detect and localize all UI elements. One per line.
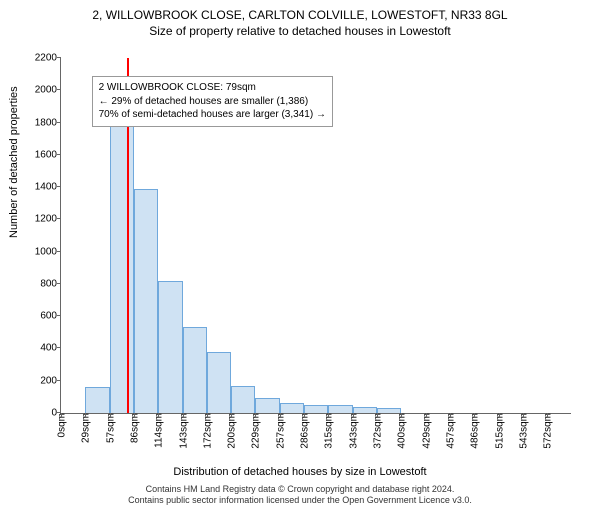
x-tick-mark xyxy=(304,413,305,417)
y-tick-mark xyxy=(57,122,61,123)
x-tick-label: 343sqm xyxy=(346,413,359,449)
y-tick-mark xyxy=(57,89,61,90)
y-tick-mark xyxy=(57,283,61,284)
y-tick-label: 800 xyxy=(40,278,61,289)
histogram-bar xyxy=(328,405,352,413)
x-tick-label: 286sqm xyxy=(298,413,311,449)
x-axis-label: Distribution of detached houses by size … xyxy=(0,466,600,478)
histogram-bar xyxy=(280,403,304,413)
y-axis-label: Number of detached properties xyxy=(8,86,20,238)
x-tick-label: 57sqm xyxy=(103,413,116,443)
x-tick-mark xyxy=(401,413,402,417)
x-tick-mark xyxy=(158,413,159,417)
y-tick-mark xyxy=(57,218,61,219)
info-box: 2 WILLOWBROOK CLOSE: 79sqm← 29% of detac… xyxy=(92,76,333,127)
x-tick-mark xyxy=(61,413,62,417)
x-tick-label: 257sqm xyxy=(273,413,286,449)
y-tick-label: 400 xyxy=(40,343,61,354)
x-tick-label: 114sqm xyxy=(152,413,165,448)
x-tick-mark xyxy=(328,413,329,417)
histogram-bar xyxy=(110,126,134,413)
y-tick-label: 1200 xyxy=(35,214,61,225)
x-tick-label: 229sqm xyxy=(249,413,262,449)
footer-line-1: Contains HM Land Registry data © Crown c… xyxy=(0,484,600,495)
histogram-bar xyxy=(231,386,255,413)
x-tick-label: 486sqm xyxy=(468,413,481,449)
x-tick-mark xyxy=(183,413,184,417)
x-tick-label: 143sqm xyxy=(176,413,189,449)
x-tick-mark xyxy=(207,413,208,417)
y-tick-mark xyxy=(57,347,61,348)
y-tick-mark xyxy=(57,154,61,155)
y-tick-mark xyxy=(57,315,61,316)
x-tick-mark xyxy=(523,413,524,417)
x-tick-label: 515sqm xyxy=(492,413,505,449)
x-tick-label: 86sqm xyxy=(127,413,140,443)
x-tick-mark xyxy=(110,413,111,417)
y-tick-label: 1600 xyxy=(35,149,61,160)
info-box-line: 2 WILLOWBROOK CLOSE: 79sqm xyxy=(99,81,326,95)
histogram-bar xyxy=(134,189,158,413)
histogram-bar xyxy=(255,398,279,413)
footer-line-2: Contains public sector information licen… xyxy=(0,495,600,506)
info-box-line: ← 29% of detached houses are smaller (1,… xyxy=(99,95,326,109)
x-tick-label: 429sqm xyxy=(419,413,432,449)
histogram-bar xyxy=(85,387,109,413)
x-tick-mark xyxy=(474,413,475,417)
x-tick-label: 172sqm xyxy=(200,413,213,449)
page-title: 2, WILLOWBROOK CLOSE, CARLTON COLVILLE, … xyxy=(0,8,600,22)
y-tick-mark xyxy=(57,57,61,58)
x-tick-label: 29sqm xyxy=(79,413,92,443)
y-tick-label: 1400 xyxy=(35,182,61,193)
x-tick-mark xyxy=(450,413,451,417)
x-tick-label: 400sqm xyxy=(395,413,408,449)
x-tick-label: 457sqm xyxy=(443,413,456,449)
histogram-bar xyxy=(158,281,182,413)
info-box-line: 70% of semi-detached houses are larger (… xyxy=(99,108,326,122)
y-tick-mark xyxy=(57,380,61,381)
x-tick-label: 200sqm xyxy=(225,413,238,449)
x-tick-mark xyxy=(377,413,378,417)
x-tick-mark xyxy=(547,413,548,417)
y-tick-mark xyxy=(57,186,61,187)
footer-attribution: Contains HM Land Registry data © Crown c… xyxy=(0,484,600,506)
histogram-bar xyxy=(207,352,231,413)
histogram-chart: 0200400600800100012001400160018002000220… xyxy=(60,58,571,414)
y-tick-label: 600 xyxy=(40,311,61,322)
y-tick-label: 1800 xyxy=(35,117,61,128)
x-tick-label: 315sqm xyxy=(322,413,335,449)
x-tick-label: 543sqm xyxy=(516,413,529,449)
x-tick-mark xyxy=(353,413,354,417)
y-tick-label: 2200 xyxy=(35,53,61,64)
x-tick-mark xyxy=(85,413,86,417)
x-tick-label: 572sqm xyxy=(541,413,554,449)
x-tick-mark xyxy=(499,413,500,417)
x-tick-mark xyxy=(426,413,427,417)
x-tick-mark xyxy=(280,413,281,417)
x-tick-mark xyxy=(231,413,232,417)
y-tick-mark xyxy=(57,251,61,252)
histogram-bar xyxy=(304,405,328,413)
x-tick-mark xyxy=(255,413,256,417)
x-tick-label: 372sqm xyxy=(371,413,384,449)
x-tick-mark xyxy=(134,413,135,417)
page-subtitle: Size of property relative to detached ho… xyxy=(0,24,600,38)
y-tick-label: 2000 xyxy=(35,85,61,96)
y-tick-label: 1000 xyxy=(35,246,61,257)
y-tick-label: 200 xyxy=(40,375,61,386)
histogram-bar xyxy=(183,327,207,413)
